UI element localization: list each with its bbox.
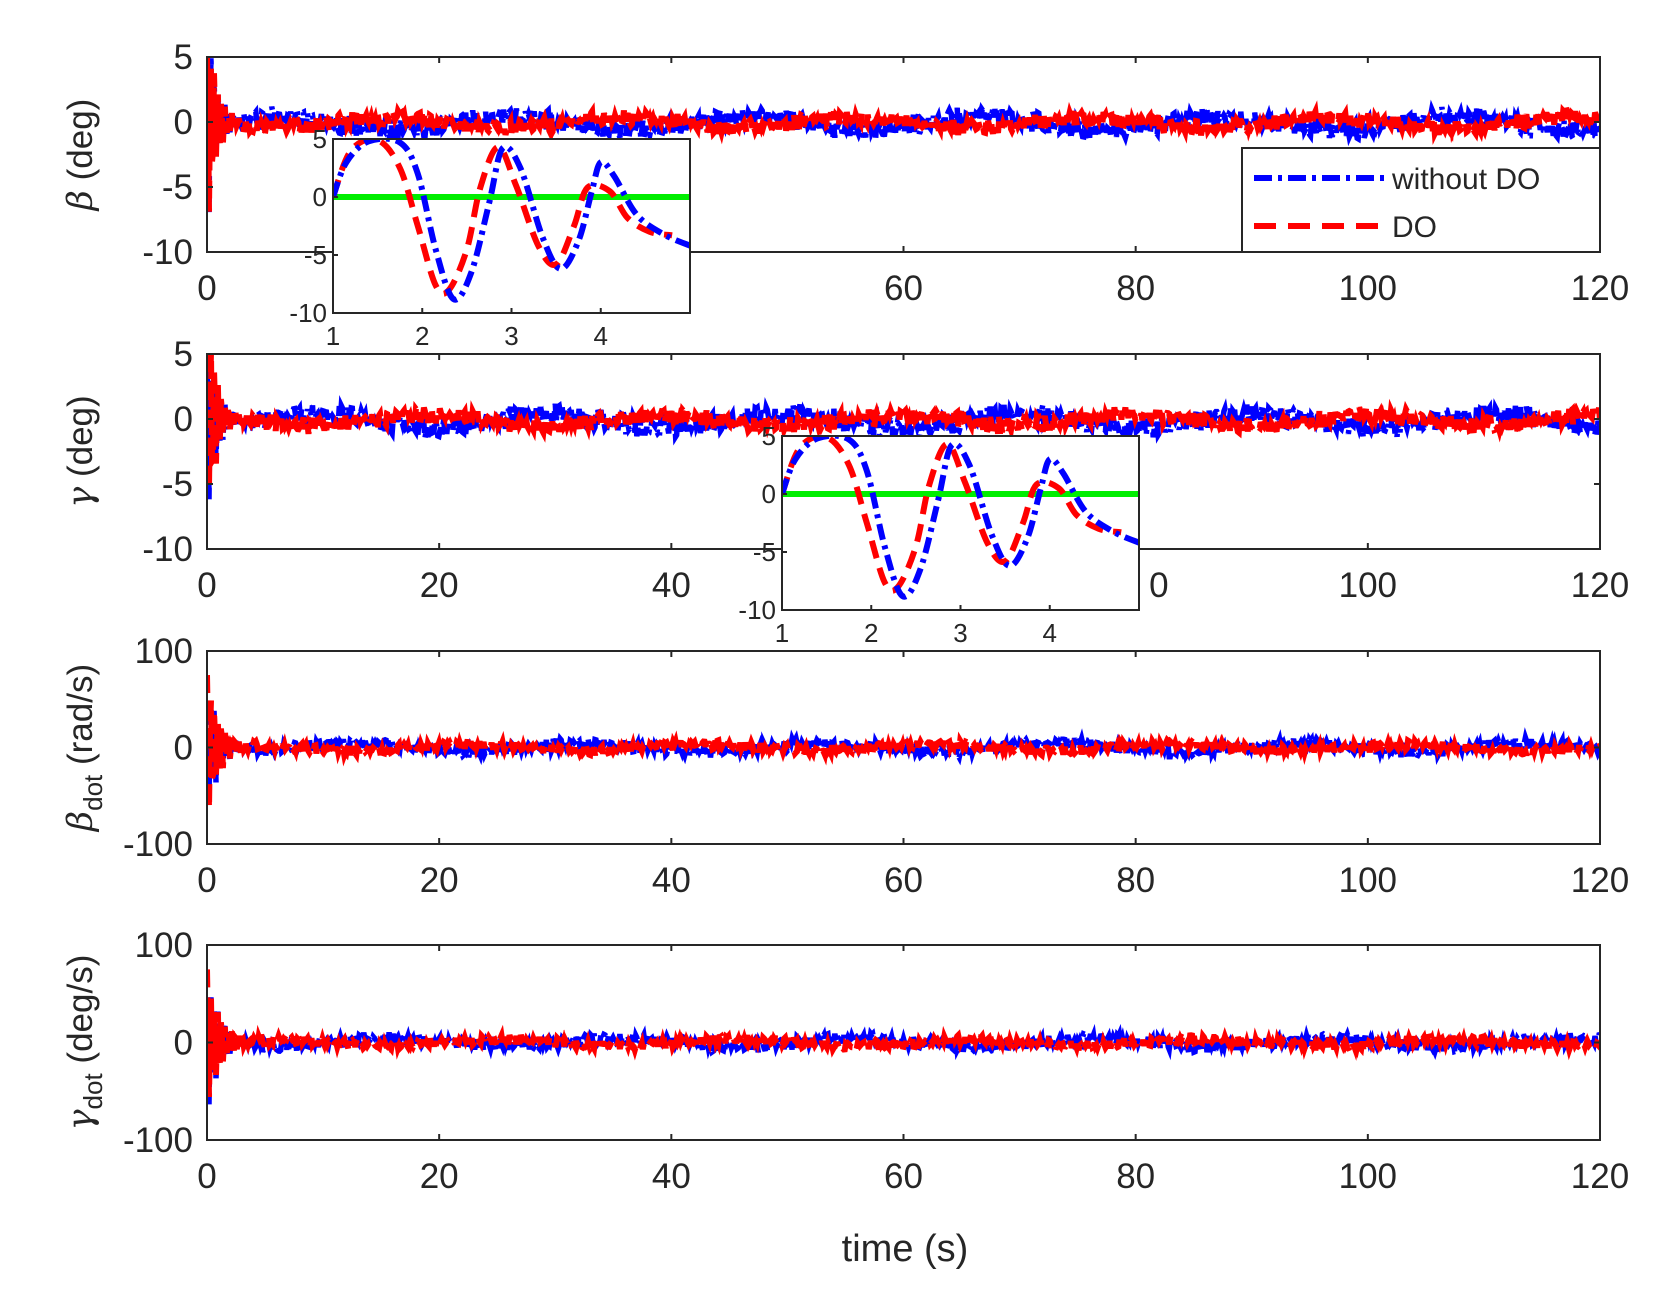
inset-y-tick-label: -10 [738,595,776,625]
y-axis-symbol: β [61,811,101,833]
inset-y-tick-label: 5 [313,124,327,154]
inset-y-tick-label: -5 [753,537,776,567]
y-tick-label: -5 [162,168,193,207]
x-tick-label: 40 [652,1157,691,1196]
x-tick-label: 40 [652,861,691,900]
x-tick-label: 100 [1339,566,1397,605]
x-tick-label: 20 [420,1157,459,1196]
y-axis-label-gamma_dot: γdot (deg/s) [61,955,108,1131]
y-tick-label: 100 [135,926,193,965]
x-tick-label: 20 [420,861,459,900]
series-gamma-do [207,354,1600,489]
y-axis-subscript: dot [78,1073,108,1110]
x-tick-label: 0 [197,269,216,308]
y-axis-label-beta: β (deg) [61,99,101,213]
y-axis-label-beta_dot: βdot (rad/s) [61,664,108,833]
y-axis-subscript: dot [78,774,108,811]
inset-y-tick-label: 5 [762,421,776,451]
inset-x-tick-label: 4 [1043,618,1057,648]
y-tick-label: 0 [174,103,193,142]
y-axis-unit: (deg) [61,99,100,190]
y-axis-label-gamma: γ (deg) [61,395,101,507]
legend-label-without-do: without DO [1391,163,1540,196]
x-tick-label: 120 [1571,1157,1629,1196]
x-axis-label: time (s) [842,1228,969,1270]
y-tick-label: -10 [142,233,193,272]
y-tick-label: 0 [174,729,193,768]
x-tick-label: 120 [1571,269,1629,308]
y-axis-symbol: γ [61,487,101,508]
inset-series-do [782,436,1122,594]
y-tick-label: -100 [123,825,193,864]
x-tick-label: 20 [420,566,459,605]
y-axis-symbol: β [61,190,101,212]
x-tick-label: 60 [884,1157,923,1196]
y-tick-label: -10 [142,530,193,569]
y-tick-label: 0 [174,400,193,439]
y-tick-label: 0 [174,1024,193,1063]
y-axis-unit: (rad/s) [61,664,100,775]
inset-x-tick-label: 3 [953,618,967,648]
x-tick-label: 120 [1571,566,1629,605]
x-tick-label: 100 [1339,269,1397,308]
inset-x-tick-label: 2 [415,321,429,351]
x-tick-label: 60 [884,269,923,308]
series-gamma_dot-without-do [207,995,1600,1105]
legend-label-do: DO [1392,211,1437,244]
inset-y-tick-label: 0 [313,182,327,212]
y-tick-label: -100 [123,1121,193,1160]
y-tick-label: 5 [174,38,193,77]
inset-y-tick-label: -5 [304,240,327,270]
x-tick-label: 0 [1149,566,1168,605]
series-gamma_dot-do [207,969,1600,1097]
x-tick-label: 120 [1571,861,1629,900]
x-tick-label: 100 [1339,861,1397,900]
inset-series-do [333,139,673,297]
x-tick-label: 0 [197,861,216,900]
x-tick-label: 40 [652,566,691,605]
inset-gamma: 5 0 -5 -101 2 3 4 [738,421,1140,648]
inset-series-without-do [333,139,690,303]
legend: without DO DO [1241,147,1601,253]
x-tick-label: 0 [197,566,216,605]
x-tick-label: 0 [197,1157,216,1196]
y-axis-unit: (deg) [61,395,100,486]
x-tick-label: 80 [1116,861,1155,900]
series-beta-do [207,57,1600,212]
series-beta_dot-do [207,675,1600,809]
insets-layer: 50-5-101 2 3 450-5-101 2 3 4 [289,124,1140,648]
inset-x-tick-label: 1 [775,618,789,648]
x-tick-label: 60 [884,861,923,900]
x-tick-label: 80 [1116,269,1155,308]
inset-series-without-do [782,436,1139,600]
legend-box [1241,147,1601,253]
series-beta_dot-without-do [207,708,1600,797]
inset-y-tick-label: 0 [762,479,776,509]
x-tick-label: 100 [1339,1157,1397,1196]
x-tick-label: 80 [1116,1157,1155,1196]
y-tick-label: 5 [174,335,193,374]
y-tick-label: 100 [135,632,193,671]
y-tick-label: -5 [162,465,193,504]
inset-beta: 5 0 -5 -101 2 3 4 [289,124,691,351]
inset-y-tick-label: -10 [289,298,327,328]
inset-x-tick-label: 1 [326,321,340,351]
inset-x-tick-label: 3 [504,321,518,351]
y-axis-unit: (deg/s) [61,955,100,1074]
y-axis-symbol: γ [61,1109,101,1130]
series-gamma-without-do [207,366,1600,500]
inset-x-tick-label: 4 [594,321,608,351]
inset-x-tick-label: 2 [864,618,878,648]
